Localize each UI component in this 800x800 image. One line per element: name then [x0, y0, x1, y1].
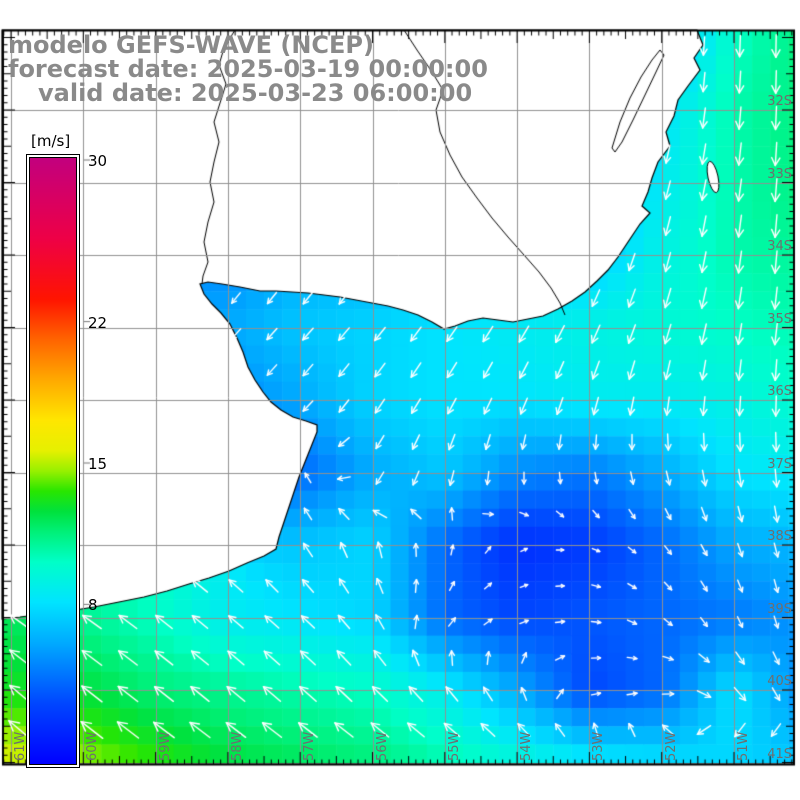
colorbar-tick-label: 15: [88, 455, 108, 473]
colorbar-unit-label: [m/s]: [31, 132, 71, 150]
lat-label: 34S: [767, 239, 792, 254]
lat-label: 32S: [767, 94, 792, 109]
colorbar-tick-label: 8: [88, 596, 98, 615]
lat-label: 38S: [767, 529, 792, 544]
lat-label: 39S: [767, 601, 792, 617]
lon-label: 51W: [736, 731, 751, 761]
colorbar: [26, 154, 80, 768]
lon-label: 53W: [591, 731, 607, 761]
lon-label: 60W: [85, 731, 101, 761]
lon-label: 57W: [302, 731, 318, 761]
lon-label: 55W: [446, 731, 462, 761]
lon-label: 61W: [13, 731, 28, 761]
colorbar-gradient: [29, 157, 77, 765]
lat-label: 37S: [767, 456, 792, 472]
lat-label: 40S: [767, 674, 792, 689]
lat-label: 36S: [767, 384, 792, 399]
lat-label: 33S: [767, 166, 792, 182]
lon-label: 56W: [374, 731, 390, 761]
lat-label: 35S: [767, 311, 792, 327]
lon-label: 59W: [157, 731, 173, 761]
colorbar-tick-label: 22: [88, 313, 108, 332]
lon-label: 52W: [663, 731, 679, 761]
lon-label: 54W: [519, 731, 535, 761]
colorbar-tick-label: 30: [88, 152, 108, 170]
lat-label: 41S: [767, 746, 792, 762]
lon-label: 58W: [229, 731, 245, 761]
